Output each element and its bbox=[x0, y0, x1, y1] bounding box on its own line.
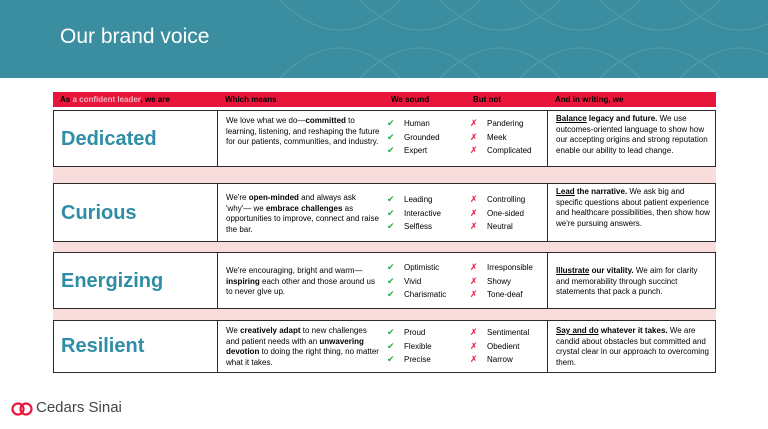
column-divider bbox=[217, 321, 218, 372]
list-item: ✗ One-sided bbox=[470, 207, 525, 221]
table-header: As a confident leader, we are Which mean… bbox=[53, 92, 716, 107]
voice-row-curious: Curious We're open-minded and always ask… bbox=[53, 183, 716, 242]
check-icon: ✔ bbox=[387, 275, 395, 286]
banner-pattern bbox=[279, 0, 768, 78]
slide-title: Our brand voice bbox=[60, 25, 210, 48]
row-separator bbox=[53, 167, 716, 183]
in-writing-text: Say and do whatever it takes. We are can… bbox=[556, 326, 709, 367]
voice-word: Curious bbox=[61, 202, 137, 224]
we-sound-list: ✔ Proud ✔ Flexible ✔ Precise bbox=[387, 326, 432, 367]
column-divider bbox=[547, 253, 548, 308]
list-item: ✗ Meek bbox=[470, 131, 531, 145]
title-banner: Our brand voice bbox=[0, 0, 768, 78]
list-item: ✗ Sentimental bbox=[470, 326, 529, 340]
cross-icon: ✗ bbox=[470, 340, 478, 351]
we-sound-list: ✔ Human ✔ Grounded ✔ Expert bbox=[387, 117, 440, 158]
cedars-sinai-logo-icon bbox=[11, 402, 33, 416]
column-divider bbox=[217, 111, 218, 166]
in-writing-text: Lead the narrative. We ask big and speci… bbox=[556, 187, 710, 228]
check-icon: ✔ bbox=[387, 194, 395, 204]
header-but-not: But not bbox=[473, 95, 501, 104]
cross-icon: ✗ bbox=[470, 327, 478, 337]
voice-description: We're open-minded and always ask 'why'— … bbox=[226, 193, 379, 234]
row-separator bbox=[53, 309, 716, 320]
header-we-sound: We sound bbox=[391, 95, 430, 104]
voice-row-energizing: Energizing We're encouraging, bright and… bbox=[53, 252, 716, 309]
check-icon: ✔ bbox=[387, 289, 395, 299]
list-item: ✗ Narrow bbox=[470, 353, 529, 367]
check-icon: ✔ bbox=[387, 207, 395, 218]
list-item: ✔ Human bbox=[387, 117, 440, 131]
column-divider bbox=[217, 253, 218, 308]
list-item: ✔ Expert bbox=[387, 144, 440, 158]
voice-row-dedicated: Dedicated We love what we do—committed t… bbox=[53, 110, 716, 167]
header-which-means: Which means bbox=[225, 95, 277, 104]
list-item: ✔ Vivid bbox=[387, 275, 446, 289]
list-item: ✔ Leading bbox=[387, 193, 441, 207]
cross-icon: ✗ bbox=[470, 289, 478, 299]
list-item: ✗ Complicated bbox=[470, 144, 531, 158]
list-item: ✔ Grounded bbox=[387, 131, 440, 145]
header-confident-leader: As a confident leader, we are bbox=[60, 92, 170, 107]
header-accent: a confident leader bbox=[72, 95, 141, 104]
list-item: ✔ Charismatic bbox=[387, 288, 446, 302]
list-item: ✔ Precise bbox=[387, 353, 432, 367]
column-divider bbox=[547, 321, 548, 372]
list-item: ✗ Neutral bbox=[470, 220, 525, 234]
cross-icon: ✗ bbox=[470, 131, 478, 142]
voice-word: Energizing bbox=[61, 270, 164, 292]
voice-description: We love what we do—committed to learning… bbox=[226, 116, 380, 146]
header-in-writing: And in writing, we bbox=[555, 95, 624, 104]
list-item: ✗ Pandering bbox=[470, 117, 531, 131]
in-writing-text: Illustrate our vitality. We aim for clar… bbox=[556, 266, 698, 296]
cross-icon: ✗ bbox=[470, 118, 478, 128]
list-item: ✔ Flexible bbox=[387, 340, 432, 354]
list-item: ✔ Selfless bbox=[387, 220, 441, 234]
list-item: ✗ Obedient bbox=[470, 340, 529, 354]
column-divider bbox=[547, 184, 548, 241]
voice-word: Dedicated bbox=[61, 128, 157, 150]
cross-icon: ✗ bbox=[470, 221, 478, 231]
header-suffix: , we are bbox=[140, 95, 170, 104]
header-prefix: As bbox=[60, 95, 73, 104]
check-icon: ✔ bbox=[387, 221, 395, 231]
column-divider bbox=[547, 111, 548, 166]
but-not-list: ✗ Sentimental ✗ Obedient ✗ Narrow bbox=[470, 326, 529, 367]
column-divider bbox=[217, 184, 218, 241]
list-item: ✔ Optimistic bbox=[387, 261, 446, 275]
row-separator bbox=[53, 242, 716, 252]
check-icon: ✔ bbox=[387, 327, 395, 337]
list-item: ✔ Interactive bbox=[387, 207, 441, 221]
cross-icon: ✗ bbox=[470, 207, 478, 218]
list-item: ✗ Irresponsible bbox=[470, 261, 533, 275]
check-icon: ✔ bbox=[387, 145, 395, 155]
voice-row-resilient: Resilient We creatively adapt to new cha… bbox=[53, 320, 716, 373]
check-icon: ✔ bbox=[387, 118, 395, 128]
in-writing-text: Balance legacy and future. We use outcom… bbox=[556, 114, 708, 155]
but-not-list: ✗ Irresponsible ✗ Showy ✗ Tone-deaf bbox=[470, 261, 533, 302]
check-icon: ✔ bbox=[387, 131, 395, 142]
check-icon: ✔ bbox=[387, 354, 395, 364]
but-not-list: ✗ Pandering ✗ Meek ✗ Complicated bbox=[470, 117, 531, 158]
but-not-list: ✗ Controlling ✗ One-sided ✗ Neutral bbox=[470, 193, 525, 234]
cross-icon: ✗ bbox=[470, 262, 478, 272]
voice-word: Resilient bbox=[61, 335, 145, 357]
list-item: ✗ Showy bbox=[470, 275, 533, 289]
we-sound-list: ✔ Leading ✔ Interactive ✔ Selfless bbox=[387, 193, 441, 234]
cross-icon: ✗ bbox=[470, 354, 478, 364]
cross-icon: ✗ bbox=[470, 275, 478, 286]
we-sound-list: ✔ Optimistic ✔ Vivid ✔ Charismatic bbox=[387, 261, 446, 302]
check-icon: ✔ bbox=[387, 262, 395, 272]
cross-icon: ✗ bbox=[470, 145, 478, 155]
voice-description: We're encouraging, bright and warm—inspi… bbox=[226, 266, 375, 296]
list-item: ✗ Tone-deaf bbox=[470, 288, 533, 302]
list-item: ✗ Controlling bbox=[470, 193, 525, 207]
cross-icon: ✗ bbox=[470, 194, 478, 204]
voice-description: We creatively adapt to new challenges an… bbox=[226, 326, 379, 367]
check-icon: ✔ bbox=[387, 340, 395, 351]
brand-name: Cedars Sinai bbox=[36, 399, 122, 416]
list-item: ✔ Proud bbox=[387, 326, 432, 340]
